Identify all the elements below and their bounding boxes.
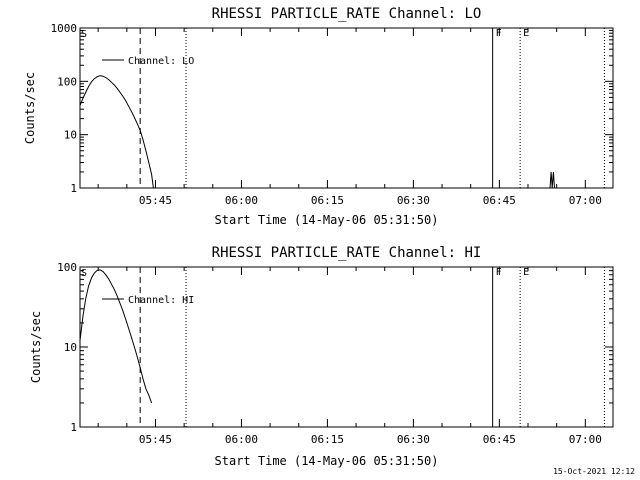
event-label: F (496, 28, 502, 39)
y-tick-label: 10 (64, 341, 77, 354)
y-tick-label: 1 (70, 182, 77, 195)
series-line (79, 75, 154, 189)
x-axis-label: Start Time (14-May-06 05:31:50) (215, 213, 439, 227)
event-label: E (523, 267, 529, 278)
start-marker-label: S (81, 29, 87, 40)
y-tick-label: 100 (57, 75, 77, 88)
panel-channel-lo: RHESSI PARTICLE_RATE Channel: LO 1 10 100 10… (23, 6, 614, 227)
series-spike (549, 171, 555, 189)
y-tick-label: 1 (70, 421, 77, 434)
y-axis-label: Counts/sec (23, 72, 37, 144)
event-label: E (523, 28, 529, 39)
x-tick-label: 06:30 (397, 433, 430, 446)
x-tick-label: 06:15 (311, 433, 344, 446)
y-tick-label: 10 (64, 129, 77, 142)
y-tick-label: 100 (57, 261, 77, 274)
x-tick-label: 06:00 (225, 433, 258, 446)
x-tick-label: 06:45 (483, 433, 516, 446)
x-tick-label: 05:45 (139, 194, 172, 207)
x-axis-label: Start Time (14-May-06 05:31:50) (215, 454, 439, 468)
legend-label: Channel: HI (128, 295, 194, 306)
chart-title: RHESSI PARTICLE_RATE Channel: LO (212, 6, 482, 22)
x-tick-label: 06:30 (397, 194, 430, 207)
y-axis-label: Counts/sec (29, 311, 43, 383)
x-tick-label: 05:45 (139, 433, 172, 446)
x-tick-label: 06:00 (225, 194, 258, 207)
x-tick-label: 06:45 (483, 194, 516, 207)
footer-timestamp: 15-Oct-2021 12:12 (553, 467, 635, 476)
x-tick-label: 07:00 (569, 194, 602, 207)
series-line (79, 269, 153, 404)
plot-frame (79, 27, 614, 189)
event-label: F (496, 267, 502, 278)
chart-title: RHESSI PARTICLE_RATE Channel: HI (212, 245, 482, 261)
legend-label: Channel: LO (128, 56, 194, 67)
x-tick-label: 07:00 (569, 433, 602, 446)
y-tick-label: 1000 (51, 22, 78, 35)
start-marker-label: S (81, 268, 87, 279)
panel-channel-hi: RHESSI PARTICLE_RATE Channel: HI 1 10 100 05… (29, 245, 614, 468)
x-tick-label: 06:15 (311, 194, 344, 207)
